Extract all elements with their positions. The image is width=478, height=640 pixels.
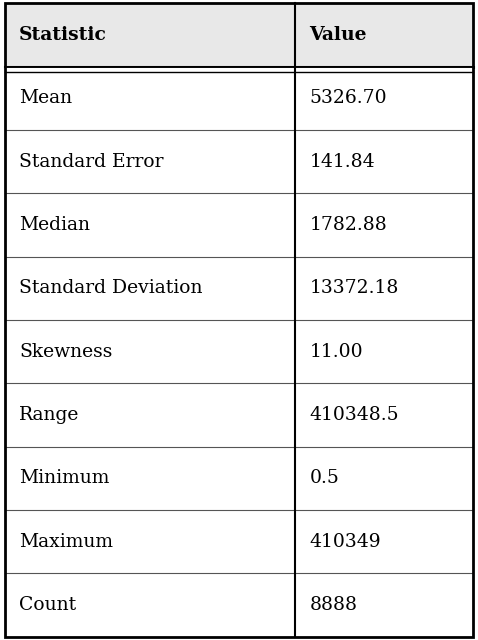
Text: Value: Value	[310, 26, 367, 44]
Text: Standard Error: Standard Error	[19, 152, 163, 171]
Bar	[295, 3, 473, 67]
Bar	[5, 193, 473, 257]
Text: 141.84: 141.84	[310, 152, 375, 171]
Bar	[5, 383, 473, 447]
Bar	[5, 67, 473, 130]
Text: Statistic: Statistic	[19, 26, 107, 44]
Text: Minimum: Minimum	[19, 469, 109, 488]
Text: 11.00: 11.00	[310, 342, 363, 361]
Text: 410348.5: 410348.5	[310, 406, 399, 424]
Text: 410349: 410349	[310, 532, 381, 551]
Text: 13372.18: 13372.18	[310, 279, 399, 298]
Bar	[5, 3, 295, 67]
Bar	[5, 447, 473, 510]
Text: Range: Range	[19, 406, 79, 424]
Bar	[5, 573, 473, 637]
Text: Maximum: Maximum	[19, 532, 113, 551]
Text: Mean: Mean	[19, 89, 72, 108]
Text: Standard Deviation: Standard Deviation	[19, 279, 203, 298]
Text: 0.5: 0.5	[310, 469, 339, 488]
Text: Median: Median	[19, 216, 90, 234]
Bar	[5, 320, 473, 383]
Text: 5326.70: 5326.70	[310, 89, 387, 108]
Bar	[5, 130, 473, 193]
Text: 1782.88: 1782.88	[310, 216, 387, 234]
Text: Skewness: Skewness	[19, 342, 112, 361]
Text: 8888: 8888	[310, 596, 358, 614]
Bar	[5, 257, 473, 320]
Text: Count: Count	[19, 596, 76, 614]
Bar	[5, 510, 473, 573]
